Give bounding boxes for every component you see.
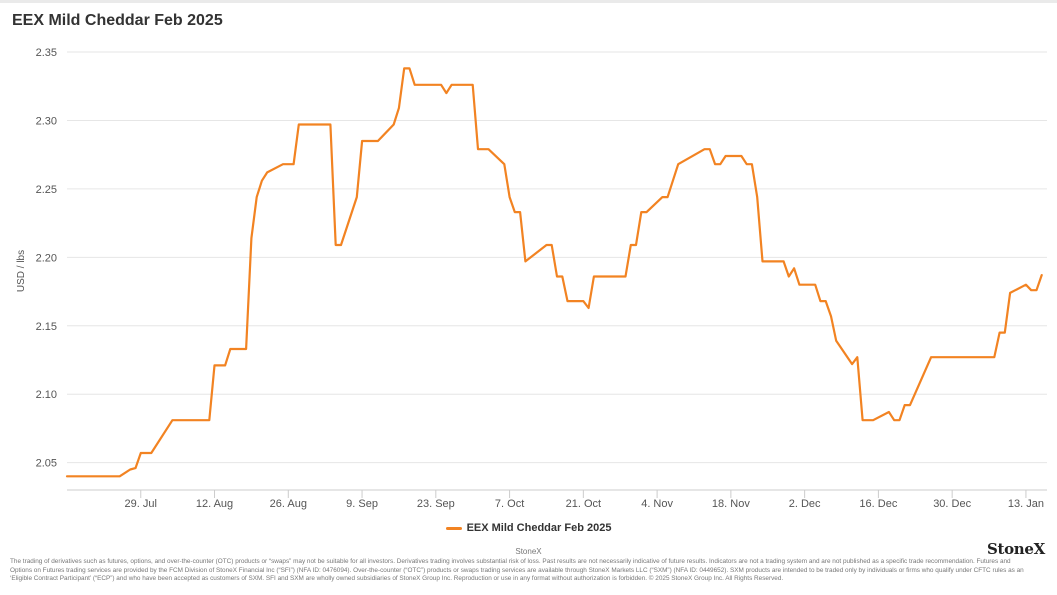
y-tick-label: 2.20 <box>36 252 57 264</box>
top-border <box>0 0 1057 3</box>
x-tick-label: 13. Jan <box>1008 498 1044 510</box>
x-tick-label: 26. Aug <box>270 498 307 510</box>
x-tick-label: 9. Sep <box>346 498 378 510</box>
y-axis-ticks: 2.05 2.10 2.15 2.20 2.25 2.30 2.35 <box>36 47 57 470</box>
x-tick-label: 29. Jul <box>125 498 157 510</box>
x-axis-ticks: 29. Jul 12. Aug 26. Aug 9. Sep 23. Sep 7. Oct… <box>125 490 1044 510</box>
y-axis-label: USD / lbs <box>16 250 27 292</box>
x-tick-label: 21. Oct <box>566 498 601 510</box>
x-tick-label: 18. Nov <box>712 498 750 510</box>
series-line <box>65 67 1043 478</box>
x-tick-label: 23. Sep <box>417 498 455 510</box>
x-tick-label: 4. Nov <box>641 498 673 510</box>
legend[interactable]: EEX Mild Cheddar Feb 2025 <box>0 522 1057 534</box>
y-tick-label: 2.05 <box>36 458 57 470</box>
x-tick-label: 16. Dec <box>859 498 897 510</box>
x-tick-label: 30. Dec <box>933 498 971 510</box>
y-tick-label: 2.35 <box>36 47 57 59</box>
line-chart: 2.05 2.10 2.15 2.20 2.25 2.30 2.35 29. Jul 12. … <box>16 47 1047 510</box>
x-tick-label: 12. Aug <box>196 498 233 510</box>
legend-swatch <box>445 526 462 530</box>
y-tick-label: 2.25 <box>36 184 57 196</box>
y-tick-label: 2.10 <box>36 389 57 401</box>
chart-title: EEX Mild Cheddar Feb 2025 <box>12 12 223 29</box>
x-tick-label: 7. Oct <box>495 498 524 510</box>
grid-lines <box>67 51 1047 464</box>
x-tick-label: 2. Dec <box>789 498 821 510</box>
legend-label: EEX Mild Cheddar Feb 2025 <box>466 522 612 534</box>
y-tick-label: 2.30 <box>36 115 57 127</box>
disclaimer-text: The trading of derivatives such as futur… <box>10 558 1024 582</box>
y-tick-label: 2.15 <box>36 321 57 333</box>
credit-text: StoneX <box>515 547 542 556</box>
stonex-logo: StoneX <box>986 540 1045 558</box>
